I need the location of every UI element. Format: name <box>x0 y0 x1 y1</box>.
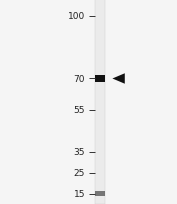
Text: 100: 100 <box>68 12 85 21</box>
Text: 70: 70 <box>73 75 85 84</box>
Bar <box>95 0 105 204</box>
Bar <box>95 76 105 82</box>
Text: 25: 25 <box>74 168 85 177</box>
Text: 35: 35 <box>73 147 85 156</box>
Text: 15: 15 <box>73 189 85 198</box>
Text: 55: 55 <box>73 106 85 115</box>
Bar <box>96 192 104 196</box>
Polygon shape <box>112 74 125 84</box>
